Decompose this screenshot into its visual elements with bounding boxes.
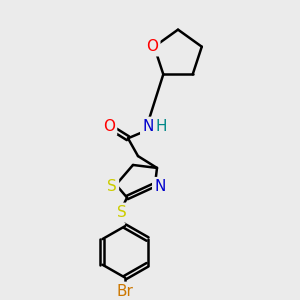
Text: S: S: [107, 179, 117, 194]
Text: H: H: [155, 119, 167, 134]
Text: S: S: [117, 205, 127, 220]
Text: N: N: [142, 119, 154, 134]
Text: O: O: [103, 119, 115, 134]
Text: Br: Br: [117, 284, 134, 299]
Text: N: N: [154, 179, 166, 194]
Text: O: O: [146, 39, 158, 54]
